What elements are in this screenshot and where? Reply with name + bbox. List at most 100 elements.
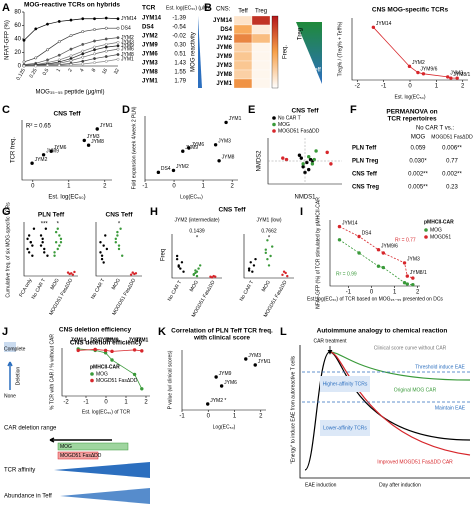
panel-letter: F — [350, 104, 357, 116]
point — [177, 265, 180, 268]
point — [53, 254, 56, 257]
plot-title: JYM1 (low) — [256, 217, 281, 223]
table-cell: 0.77 — [446, 159, 458, 165]
point — [411, 276, 415, 280]
point — [99, 241, 102, 244]
label: Higher-affinity TCRs — [323, 381, 368, 387]
x-tick-label: -2 — [355, 84, 361, 90]
point-label: JYM2 — [176, 164, 189, 170]
point — [105, 247, 109, 251]
series-line — [339, 239, 413, 286]
point — [81, 55, 85, 59]
table-cell: 0.002** — [408, 172, 428, 178]
panel-letter: L — [280, 326, 287, 338]
point-label: JYM3 — [87, 134, 100, 140]
x-tick-label: -1 — [381, 84, 387, 90]
legend-marker — [424, 228, 428, 232]
point — [284, 271, 287, 275]
x-tick-label: -1 — [179, 414, 185, 420]
point — [81, 59, 85, 63]
point — [116, 53, 120, 56]
point — [46, 58, 49, 62]
point — [116, 40, 120, 44]
table-header: TCR — [142, 5, 156, 12]
legend-marker — [272, 129, 276, 133]
colorbar — [271, 15, 279, 89]
point — [104, 234, 107, 237]
point — [93, 347, 97, 352]
x-tick-label: 2 — [103, 184, 107, 190]
range-bar — [57, 451, 99, 460]
axis-label: P value (w/ clinical scores) — [167, 350, 173, 409]
plot-title: PLN Teff — [38, 212, 65, 219]
point — [116, 44, 120, 48]
y-tick-label: 0 — [18, 64, 22, 70]
x-tick-label: 1 — [67, 184, 71, 190]
heat-cell — [233, 60, 253, 71]
series-label: JYM9 — [121, 43, 134, 49]
point — [104, 55, 108, 58]
axis — [243, 234, 294, 279]
panel-letter: K — [158, 326, 166, 338]
point — [116, 47, 120, 51]
table-cell: 0.30 — [174, 43, 186, 49]
threshold-line — [302, 371, 470, 403]
heat-cell — [251, 15, 271, 26]
table-cell: DS4 — [142, 25, 154, 31]
point — [49, 149, 53, 153]
axis — [351, 18, 468, 81]
y-tick-label: 20 — [14, 50, 21, 56]
point — [104, 45, 108, 49]
point — [252, 264, 256, 267]
label: Threshold induce EAE — [415, 364, 465, 370]
point — [449, 76, 453, 80]
point-label: JYM1 — [258, 359, 271, 365]
point — [117, 244, 121, 247]
point — [66, 271, 70, 274]
point — [116, 17, 120, 21]
point — [41, 153, 46, 157]
axis-label: "Energy" to induce EAE from autoreactive… — [290, 355, 296, 464]
point — [46, 22, 49, 26]
point — [57, 40, 61, 44]
point-label: JYM2 — [412, 60, 425, 66]
axis — [329, 220, 420, 287]
deco — [320, 376, 370, 392]
panel-title: CNS deletion efficiency — [59, 327, 132, 334]
point — [46, 63, 49, 67]
point-label: JYM2 * — [210, 398, 226, 404]
significance: * — [57, 222, 60, 228]
point — [95, 127, 99, 131]
point — [43, 247, 46, 251]
point — [31, 244, 34, 247]
deletion-arrow — [7, 361, 13, 390]
x-tick-label: 0 — [370, 290, 374, 296]
point — [69, 47, 73, 51]
axis-label: TCR freq. — [11, 137, 17, 163]
point — [117, 247, 121, 251]
x-tick-label: 2 — [144, 400, 148, 406]
point — [100, 257, 104, 261]
table-cell: 1.43 — [174, 61, 186, 67]
table-row-label: PLN Treg — [352, 159, 379, 165]
point — [93, 52, 96, 56]
point — [81, 49, 85, 53]
heat-cell — [233, 42, 253, 53]
point — [41, 237, 44, 241]
x-tick-label: 8 — [91, 67, 98, 73]
point — [58, 244, 61, 247]
heat-cell — [251, 51, 271, 62]
axis-label: Log(EC₅₀) — [213, 424, 236, 430]
point — [39, 234, 43, 237]
point — [22, 60, 26, 64]
table-cell: JYM2 — [142, 34, 158, 40]
x-tick-label: 2 — [67, 67, 74, 73]
x-tick-label: 0 — [207, 414, 211, 420]
point — [251, 270, 254, 273]
point — [104, 42, 108, 46]
x-tick-label: No CAR T — [90, 278, 107, 301]
affinity-wedge — [54, 462, 150, 478]
panel-title: CNS Teff — [219, 207, 247, 214]
side-label: Deletion — [15, 367, 21, 386]
axis — [299, 345, 470, 479]
